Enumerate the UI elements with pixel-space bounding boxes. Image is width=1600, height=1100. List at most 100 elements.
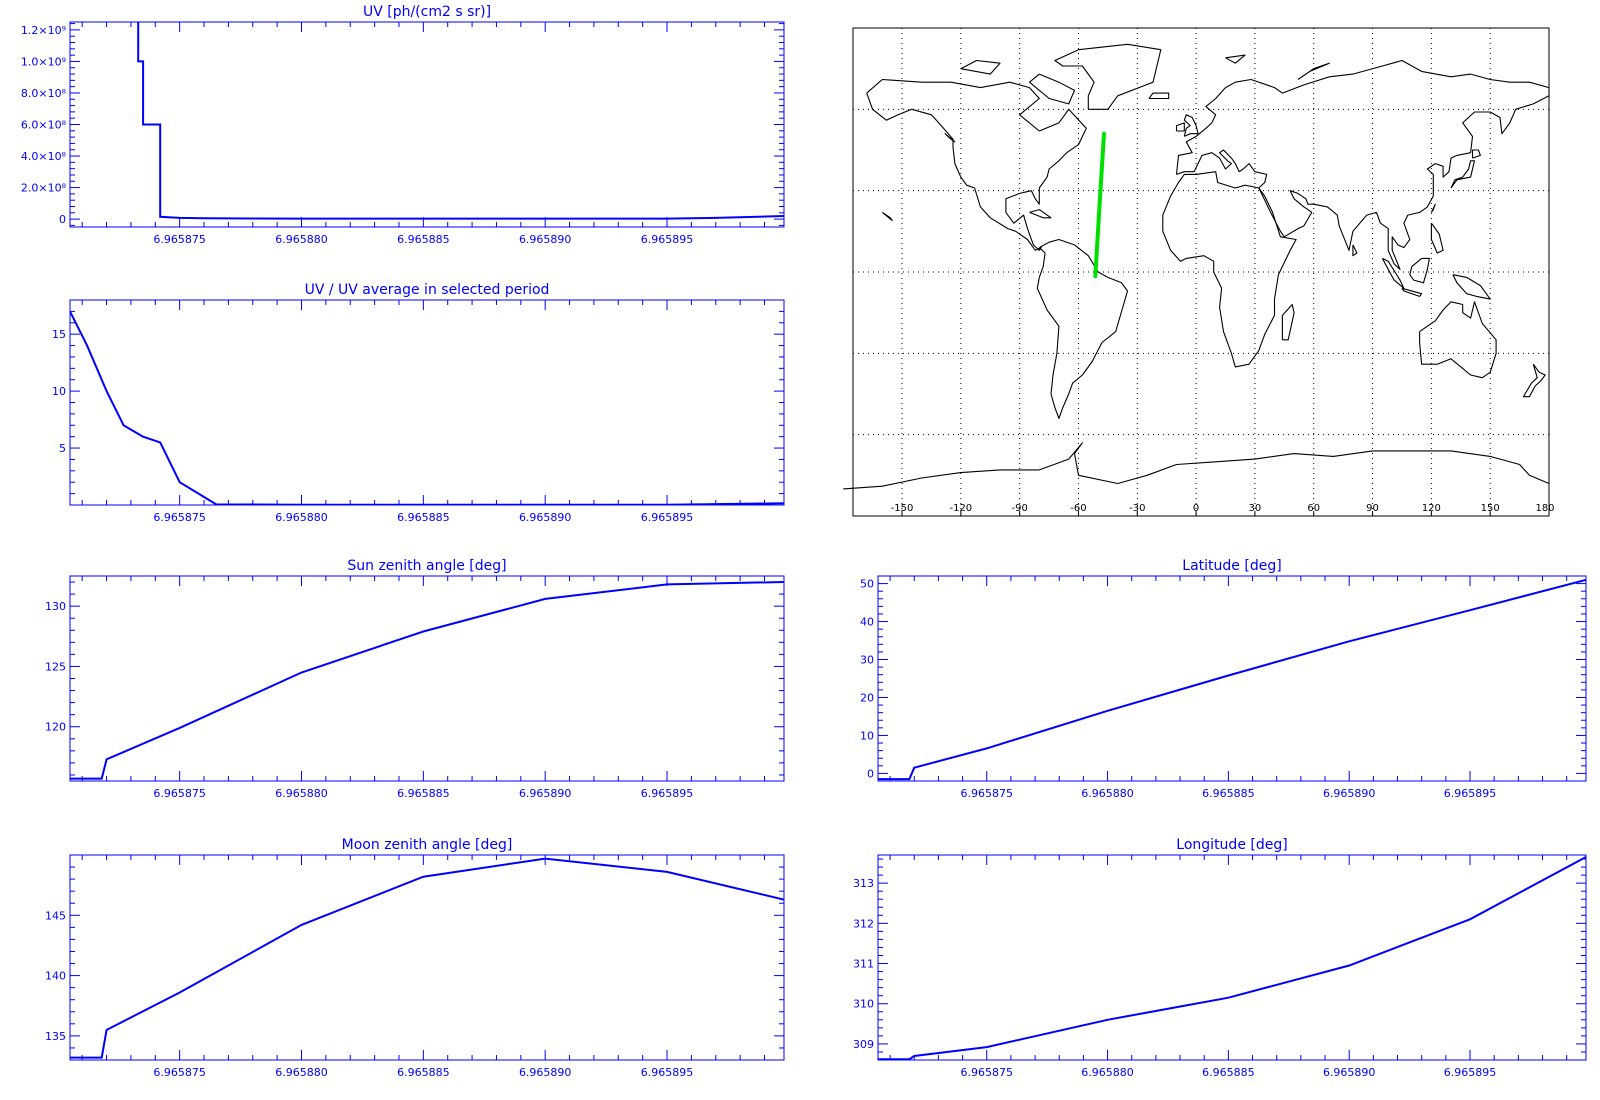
plot-frame <box>877 575 1587 782</box>
chart-title: UV [ph/(cm2 s sr)] <box>363 4 491 20</box>
series-line <box>70 581 784 780</box>
chart-uv: UV [ph/(cm2 s sr)] 6.965875 6.965880 6.9658… <box>21 4 785 246</box>
y-tick-label: 4.0×10⁸ <box>21 150 67 163</box>
coastline <box>1281 303 1295 341</box>
x-tick-label: 6.965890 <box>519 1066 572 1079</box>
map-lon-label: -90 <box>1011 503 1027 514</box>
plot-frame <box>877 854 1587 1061</box>
x-tick-label: 6.965885 <box>397 1066 450 1079</box>
y-tick-label: 15 <box>52 328 66 341</box>
coastline <box>1450 160 1476 189</box>
plot-frame <box>69 21 785 228</box>
series-line <box>70 310 784 505</box>
coastline <box>1175 122 1185 132</box>
plot-frame <box>69 575 785 782</box>
x-tick-label: 6.965885 <box>1202 787 1255 800</box>
x-tick-label: 6.965875 <box>153 233 206 246</box>
series-line <box>137 22 784 220</box>
x-tick-label: 6.965880 <box>275 1066 328 1079</box>
y-tick-label: 130 <box>45 600 66 613</box>
ground-track <box>1093 131 1106 279</box>
coastline <box>1148 92 1170 100</box>
coastline <box>944 133 956 143</box>
coastline <box>1162 171 1297 368</box>
coastline <box>843 442 1550 490</box>
x-tick-label: 6.965895 <box>641 1066 694 1079</box>
coastline <box>960 59 1001 75</box>
chart-uv-ratio: UV / UV average in selected period 6.9658… <box>52 282 785 524</box>
x-tick-label: 6.965895 <box>1444 787 1497 800</box>
y-tick-label: 310 <box>853 998 874 1011</box>
y-tick-label: 125 <box>45 660 66 673</box>
x-tick-label: 6.965885 <box>397 511 450 524</box>
map-lon-label: 120 <box>1422 503 1441 514</box>
y-tick-label: 1.2×10⁹ <box>21 24 66 37</box>
coastline <box>1029 209 1052 219</box>
y-tick-label: 120 <box>45 721 66 734</box>
y-tick-label: 0 <box>867 767 874 780</box>
y-tick-label: 135 <box>45 1030 66 1043</box>
y-tick-label: 0 <box>59 213 66 226</box>
y-tick-label: 5 <box>59 442 66 455</box>
x-tick-label: 6.965875 <box>960 1066 1013 1079</box>
y-tick-label: 1.0×10⁹ <box>21 55 66 68</box>
coastline <box>866 78 1087 251</box>
y-tick-label: 10 <box>52 385 66 398</box>
x-tick-label: 6.965875 <box>153 511 206 524</box>
y-tick-label: 140 <box>45 970 66 983</box>
y-tick-label: 40 <box>860 616 874 629</box>
x-tick-label: 6.965895 <box>641 233 694 246</box>
x-tick-label: 6.965875 <box>153 787 206 800</box>
series-line <box>878 856 1586 1060</box>
x-tick-label: 6.965885 <box>1202 1066 1255 1079</box>
y-tick-label: 312 <box>853 917 874 930</box>
map-lon-label: 30 <box>1249 503 1262 514</box>
coastline <box>1225 54 1246 64</box>
coastline <box>1036 238 1129 419</box>
x-tick-label: 6.965875 <box>153 1066 206 1079</box>
x-tick-label: 6.965880 <box>275 787 328 800</box>
map-panel: -150 -120 -90 -60 -30 0 30 60 90 120 150 180 <box>843 27 1555 517</box>
coastline <box>1054 43 1162 110</box>
coastline <box>1183 114 1199 137</box>
x-tick-label: 6.965890 <box>1323 787 1376 800</box>
y-tick-label: 6.0×10⁸ <box>21 119 67 132</box>
y-tick-label: 10 <box>860 729 874 742</box>
chart-latitude: Latitude [deg] 6.965875 6.965880 6.965885 6.… <box>860 558 1587 800</box>
coastline <box>1401 287 1423 297</box>
plot-frame <box>69 299 785 506</box>
coastline <box>1352 244 1358 257</box>
coastline <box>1430 203 1436 213</box>
x-tick-label: 6.965885 <box>397 233 450 246</box>
chart-sun-zenith: Sun zenith angle [deg] 6.965875 6.965880 6.… <box>45 558 785 800</box>
coastline <box>1522 363 1546 398</box>
coastline <box>1452 274 1491 300</box>
map-lon-label: -120 <box>949 503 972 514</box>
chart-title: Sun zenith angle [deg] <box>347 558 506 574</box>
x-tick-label: 6.965885 <box>397 787 450 800</box>
y-tick-label: 309 <box>853 1038 874 1051</box>
coastline <box>1419 301 1497 379</box>
coastline <box>1297 62 1330 80</box>
map-lon-label: -60 <box>1070 503 1086 514</box>
y-tick-label: 313 <box>853 877 874 890</box>
map-lon-label: 180 <box>1535 503 1554 514</box>
y-tick-label: 145 <box>45 909 66 922</box>
map-lon-label: -30 <box>1129 503 1145 514</box>
series-line <box>70 857 784 1059</box>
y-tick-label: 8.0×10⁸ <box>21 87 67 100</box>
map-frame <box>852 27 1550 517</box>
coastline <box>1471 149 1481 159</box>
map-lon-label: -150 <box>891 503 914 514</box>
map-lon-label: 0 <box>1193 503 1199 514</box>
chart-title: Longitude [deg] <box>1176 837 1287 853</box>
x-tick-label: 6.965880 <box>275 233 328 246</box>
y-tick-label: 311 <box>853 958 874 971</box>
x-tick-label: 6.965895 <box>641 787 694 800</box>
x-tick-label: 6.965890 <box>1323 1066 1376 1079</box>
coastline <box>882 211 893 222</box>
y-tick-label: 50 <box>860 578 874 591</box>
y-tick-label: 20 <box>860 691 874 704</box>
x-tick-label: 6.965890 <box>519 233 572 246</box>
x-tick-label: 6.965890 <box>519 511 572 524</box>
